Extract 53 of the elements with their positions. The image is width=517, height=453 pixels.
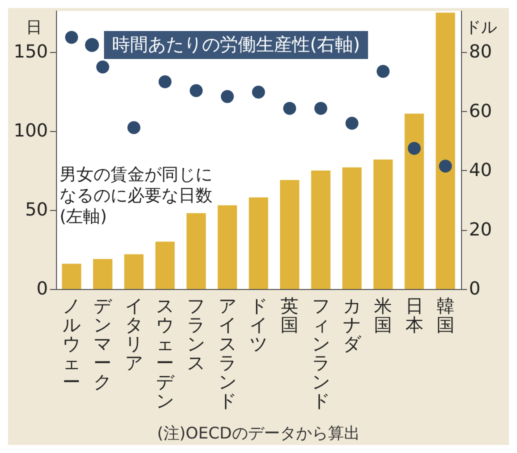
y2-tick-label: 0 [469, 278, 480, 300]
bar [404, 114, 424, 289]
point [314, 102, 328, 115]
point [408, 142, 421, 155]
point [158, 75, 172, 88]
bar [93, 258, 112, 289]
point [252, 86, 265, 99]
text: (注)OECDのデータから算出 [157, 424, 360, 442]
bar [280, 180, 300, 289]
y2-axis-title: ドル [465, 18, 497, 36]
x-tick-label: 韓国 [436, 296, 454, 336]
y-axis-title: 日 [26, 18, 42, 36]
y2-tick-label: 20 [469, 219, 492, 240]
y-tick-label: 100 [14, 120, 48, 142]
point [96, 60, 110, 74]
x-tick-label: 英国 [280, 296, 299, 336]
bar [218, 205, 238, 289]
bar [124, 254, 144, 289]
point [376, 64, 390, 78]
point [438, 160, 452, 173]
y-tick-label: 0 [36, 278, 48, 300]
y2-tick-label: 40 [469, 160, 492, 182]
x-tick-label: ノルウェー [62, 296, 81, 393]
bar [342, 167, 362, 289]
point [283, 102, 296, 115]
point [65, 30, 78, 44]
y2-tick-label: 60 [469, 100, 492, 122]
point [190, 84, 203, 98]
bar [311, 170, 330, 289]
point [220, 90, 234, 104]
bar [155, 242, 175, 289]
legend-label: 時間あたりの労働生産性(右軸) [112, 34, 360, 56]
x-tick-label: カナダ [342, 296, 362, 355]
bar [62, 264, 82, 289]
y2-tick-label: 80 [469, 42, 492, 63]
x-tick-label: アイスランド [218, 296, 236, 412]
point [345, 116, 358, 130]
bar [436, 12, 456, 289]
x-tick-label: フランス [187, 296, 206, 374]
x-tick-label: スウェーデン [156, 296, 176, 412]
x-tick-label: フィンランド [312, 296, 330, 412]
y-tick-label: 50 [25, 200, 48, 221]
point [127, 121, 140, 134]
x-tick-label: 日本 [405, 296, 424, 336]
x-tick-label: イタリア [124, 296, 143, 374]
bar [186, 213, 206, 289]
x-tick-label: ドイツ [250, 296, 268, 355]
y-tick-label: 150 [14, 42, 48, 63]
bar [373, 159, 393, 289]
x-tick-label: 米国 [374, 296, 392, 336]
annotation: 男女の賃金が同じになるのに必要な日数(左軸) [60, 165, 213, 228]
bar [248, 197, 268, 289]
x-tick-label: デンマーク [94, 296, 113, 393]
